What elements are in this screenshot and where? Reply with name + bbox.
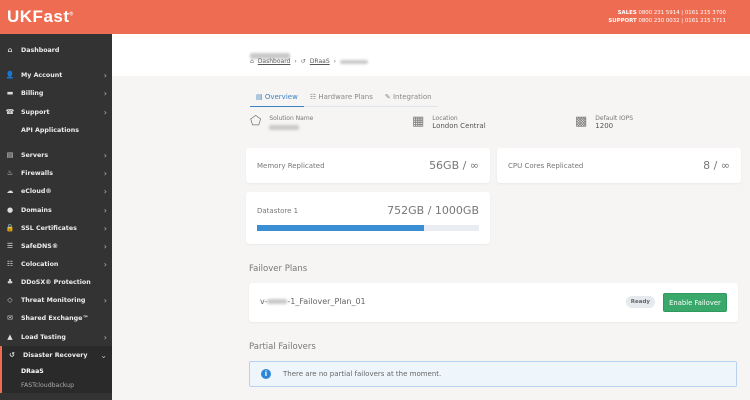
load-testing-icon: ▲ [7,333,13,341]
chevron-right-icon: › [103,150,107,160]
solution-name-info: ⬠ Solution Name [250,115,313,132]
datastore-progress-fill [257,225,424,231]
location-info: ▦ Location London Central [412,114,486,131]
sidebar-item-safedns[interactable]: ☰ SafeDNS® › [6,241,107,251]
breadcrumb-dashboard[interactable]: Dashboard [257,58,291,65]
sidebar-item-load-testing[interactable]: ▲ Load Testing › [0,328,112,346]
recovery-icon: ↺ [300,58,306,65]
sidebar-item-threat-monitoring[interactable]: ◇ Threat Monitoring › [0,291,112,309]
sidebar-item-api-applications[interactable]: API Applications [21,126,79,134]
sidebar-item-disaster-recovery[interactable]: ↺ Disaster Recovery ⌄ [0,346,112,364]
datastore-card: Datastore 1 752GB / 1000GB [246,192,490,244]
my-account-icon: 👤 [5,71,15,79]
breadcrumb: ⌂ Dashboard › ↺ DRaaS › [250,58,369,65]
servers-icon: ▤ [6,151,14,159]
chevron-right-icon: › [103,186,107,196]
page-header [112,34,750,76]
map-icon: ▦ [412,114,425,129]
shared-exchange-icon: ✉ [7,314,13,322]
sidebar-item-servers[interactable]: ▤ Servers › [6,150,107,160]
chevron-right-icon: › [103,332,107,342]
sidebar-item-ssl-certificates[interactable]: 🔒 SSL Certificates › [5,223,107,233]
dashboard-icon: ⌂ [7,46,13,54]
sidebar-subitem-fastcloudbackup[interactable]: FASTcloudbackup [0,378,112,393]
chevron-right-icon: › [103,107,107,117]
status-badge: Ready [625,296,655,308]
sidebar-item-my-account[interactable]: 👤 My Account › [5,70,107,80]
tab-integration[interactable]: ✎ Integration [378,89,438,107]
page-title [250,44,290,63]
breadcrumb-draas[interactable]: DRaaS [309,58,330,65]
failover-plan-row: v- -1_Failover_Plan_01 Ready Enable Failo… [249,283,738,322]
threat-monitoring-icon: ◇ [7,296,13,304]
chevron-right-icon: › [103,241,107,251]
home-icon: ⌂ [250,58,254,65]
iops-info: ▩ Default IOPS 1200 [575,114,634,131]
partial-failover-alert: i There are no partial failovers at the … [249,361,737,387]
info-icon: i [261,369,271,379]
sidebar-item-support[interactable]: ☎ Support › [5,107,107,117]
colocation-icon: ☷ [6,260,14,268]
ddosx-protection-icon: ♣ [6,278,14,286]
ukfast-logo[interactable]: UKFast® [7,7,74,26]
chevron-right-icon: › [103,88,107,98]
chevron-down-icon: ⌄ [100,350,107,360]
domains-icon: ● [6,206,14,214]
tabs: ▤ Overview ☷ Hardware Plans ✎ Integratio… [250,89,438,107]
top-header: UKFast® SALES 0800 231 5914 | 0161 215 3… [0,0,750,34]
chevron-right-icon: › [103,223,107,233]
chevron-right-icon: › [103,259,107,269]
chevron-right-icon: › [103,70,107,80]
chevron-right-icon: › [103,168,107,178]
billing-icon: ▬ [6,89,14,97]
tag-icon: ⬠ [250,114,262,129]
datastore-progress [257,225,479,231]
sidebar-item-colocation[interactable]: ☷ Colocation › [6,259,107,269]
firewalls-icon: ♨ [6,169,14,177]
sidebar-subitem-draas[interactable]: DRaaS [0,364,112,379]
sidebar-item-ecloud[interactable]: ☁ eCloud® › [6,186,108,196]
chevron-right-icon: › [103,295,107,305]
cpu-card: CPU Cores Replicated 8 / ∞ [497,148,741,183]
contact-numbers: SALES 0800 231 5914 | 0161 215 3700 SUPP… [608,10,726,24]
sidebar-item-ddosx-protection[interactable]: ♣ DDoSX® Protection [6,278,91,286]
support-icon: ☎ [5,108,15,116]
sidebar-item-shared-exchange[interactable]: ✉ Shared Exchange™ [0,309,112,327]
plan-name: v- -1_Failover_Plan_01 [260,297,366,306]
safedns-icon: ☰ [6,242,14,250]
ssl-certificates-icon: 🔒 [5,224,15,232]
sidebar-item-domains[interactable]: ● Domains › [6,205,107,215]
iops-icon: ▩ [575,114,588,129]
sidebar: ⌂ Dashboard 👤 My Account › ▬ Billing › ☎ Support ›… [0,34,112,400]
failover-heading: Failover Plans [249,264,308,274]
disaster-recovery-icon: ↺ [9,351,15,359]
chevron-right-icon: › [103,205,107,215]
sidebar-item-dashboard[interactable]: ⌂ Dashboard [0,41,112,59]
ecloud-icon: ☁ [6,187,14,195]
partial-heading: Partial Failovers [249,342,316,352]
sidebar-item-firewalls[interactable]: ♨ Firewalls › [6,168,107,178]
breadcrumb-current [340,59,369,64]
enable-failover-button[interactable]: Enable Failover [663,293,727,312]
memory-card: Memory Replicated 56GB / ∞ [246,148,490,183]
tab-overview[interactable]: ▤ Overview [250,89,304,107]
sidebar-item-billing[interactable]: ▬ Billing › [6,88,107,98]
tab-hardware-plans[interactable]: ☷ Hardware Plans [303,89,379,107]
